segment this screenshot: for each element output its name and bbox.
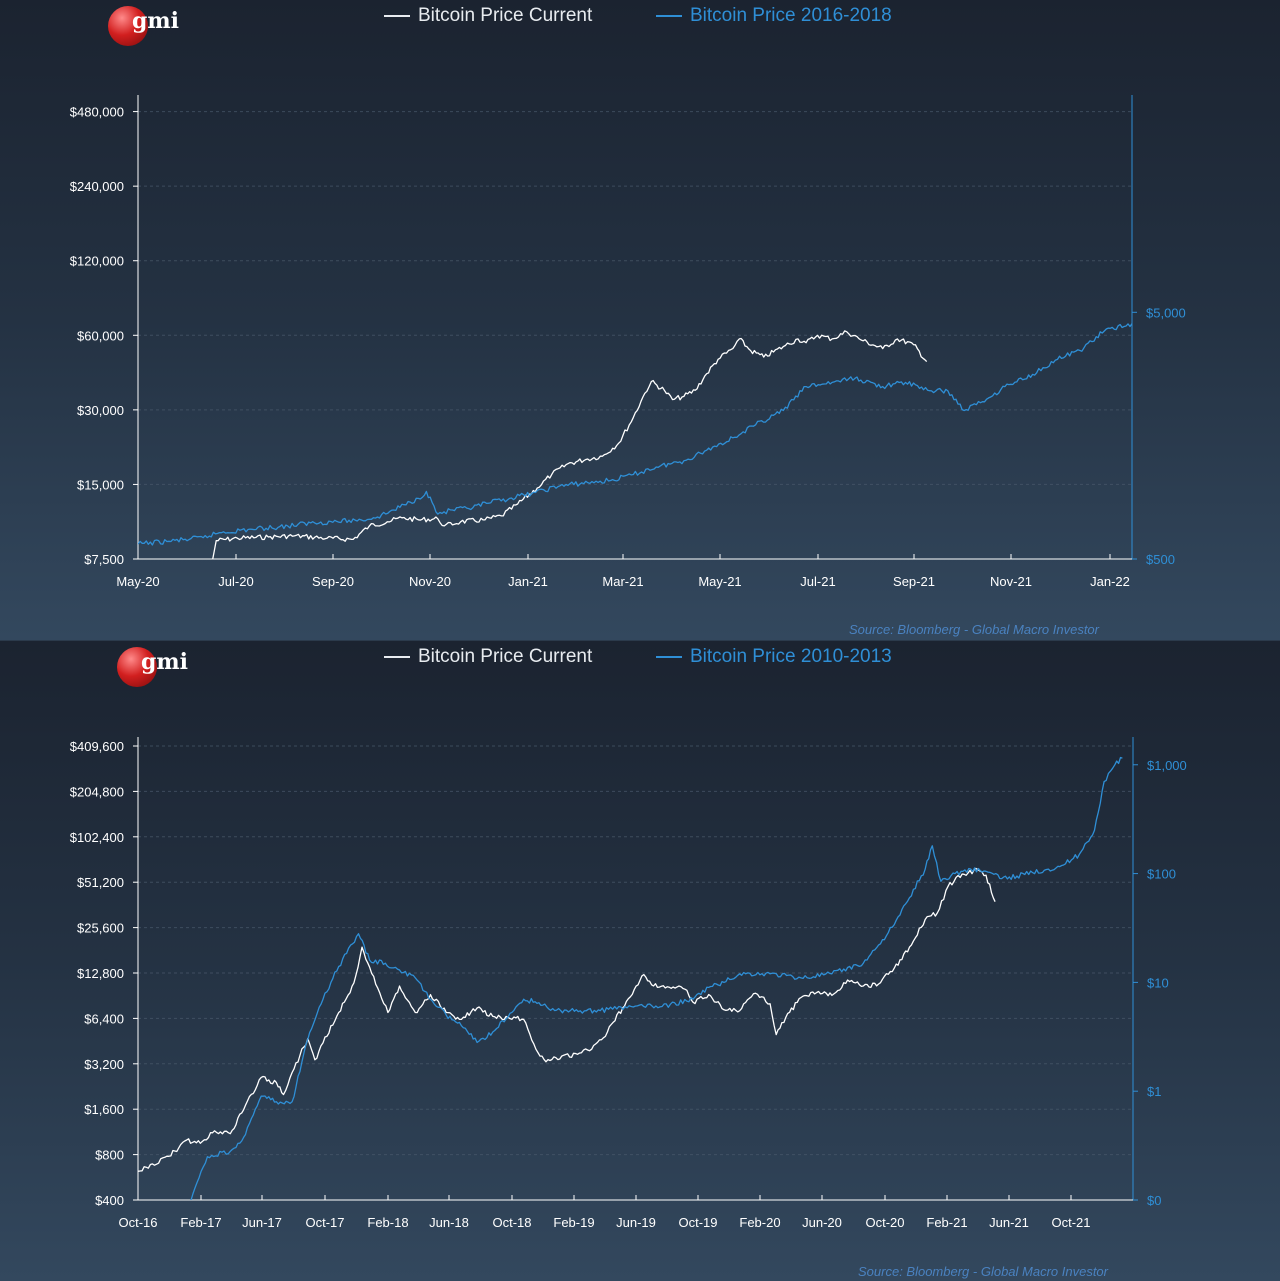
y2-tick-label: $0 [1147,1193,1161,1208]
chart-panel-bottom: gmi Bitcoin Price Current Bitcoin Price … [0,640,1280,1281]
chart-panel-top: gmi Bitcoin Price Current Bitcoin Price … [0,0,1280,640]
legend-item-current: Bitcoin Price Current [384,5,592,27]
y-tick-label: $30,000 [77,403,124,418]
x-tick-label: Sep-20 [312,574,354,589]
legend-label-history: Bitcoin Price 2010-2013 [690,646,892,667]
x-tick-label: Feb-19 [553,1215,594,1230]
x-tick-label: Jun-19 [616,1215,656,1230]
series-line-history [190,756,1123,1200]
y-tick-label: $102,400 [70,830,124,845]
source-note: Source: Bloomberg - Global Macro Investo… [858,1264,1108,1279]
legend-label-current: Bitcoin Price Current [418,646,593,667]
legend-swatch-history [656,655,682,658]
x-tick-label: Feb-21 [926,1215,967,1230]
source-note: Source: Bloomberg - Global Macro Investo… [849,622,1099,637]
x-tick-label: Jul-21 [800,574,835,589]
logo-text: gmi [132,8,180,34]
logo-ball-icon [108,6,148,46]
y-tick-label: $400 [95,1193,124,1208]
x-tick-label: Feb-20 [739,1215,780,1230]
x-tick-label: Jun-18 [429,1215,469,1230]
y2-tick-label: $1,000 [1147,758,1187,773]
x-tick-label: Jan-22 [1090,574,1130,589]
x-tick-label: Oct-20 [865,1215,904,1230]
y-tick-label: $25,600 [77,921,124,936]
x-tick-label: Jan-21 [508,574,548,589]
y-tick-label: $240,000 [70,179,124,194]
series-line-history [138,322,1132,546]
x-tick-label: Nov-20 [409,574,451,589]
x-tick-label: Sep-21 [893,574,935,589]
y2-tick-label: $500 [1146,552,1175,567]
y-tick-label: $480,000 [70,105,124,120]
y-tick-label: $120,000 [70,254,124,269]
y-tick-label: $6,400 [84,1011,124,1026]
x-tick-label: Jun-21 [989,1215,1029,1230]
x-tick-label: Jun-17 [242,1215,282,1230]
x-tick-label: Jul-20 [218,574,253,589]
x-tick-label: Feb-17 [180,1215,221,1230]
y2-tick-label: $1 [1147,1084,1161,1099]
y-tick-label: $12,800 [77,966,124,981]
series-line-current [212,330,928,559]
y-tick-label: $51,200 [77,875,124,890]
y-tick-label: $1,600 [84,1102,124,1117]
y-tick-label: $204,800 [70,784,124,799]
x-tick-label: Feb-18 [367,1215,408,1230]
legend-item-history: Bitcoin Price 2016-2018 [656,5,892,27]
legend-swatch-history [656,14,682,17]
x-tick-label: Oct-19 [678,1215,717,1230]
logo-text: gmi [141,649,189,675]
series-line-current [138,867,996,1172]
y2-tick-label: $100 [1147,867,1176,882]
legend-swatch-current [384,655,410,658]
legend-item-current: Bitcoin Price Current [384,646,592,668]
legend-label-history: Bitcoin Price 2016-2018 [690,5,892,26]
legend-label-current: Bitcoin Price Current [418,5,593,26]
x-tick-label: Oct-17 [305,1215,344,1230]
y-tick-label: $409,600 [70,739,124,754]
x-tick-label: Nov-21 [990,574,1032,589]
x-tick-label: Mar-21 [602,574,643,589]
gmi-logo: gmi [108,4,198,48]
x-tick-label: May-20 [116,574,159,589]
y-tick-label: $7,500 [84,552,124,567]
legend-swatch-current [384,14,410,17]
y2-tick-label: $10 [1147,975,1169,990]
y2-tick-label: $5,000 [1146,305,1186,320]
gmi-logo: gmi [117,645,207,689]
x-tick-label: Oct-21 [1051,1215,1090,1230]
y-tick-label: $60,000 [77,328,124,343]
x-tick-label: Oct-16 [118,1215,157,1230]
x-tick-label: Jun-20 [802,1215,842,1230]
y-tick-label: $3,200 [84,1057,124,1072]
y-tick-label: $800 [95,1148,124,1163]
logo-ball-icon [117,647,157,687]
chart-top: $7,500 $15,000 $30,000 $60,000 $120,000 $240,… [70,95,1186,589]
legend-item-history: Bitcoin Price 2010-2013 [656,646,892,668]
x-tick-label: May-21 [698,574,741,589]
y-tick-label: $15,000 [77,477,124,492]
chart-bottom: $400 $800 $1,600 $3,200 $6,400 $12,800 $25,600… [70,737,1187,1230]
x-tick-label: Oct-18 [492,1215,531,1230]
